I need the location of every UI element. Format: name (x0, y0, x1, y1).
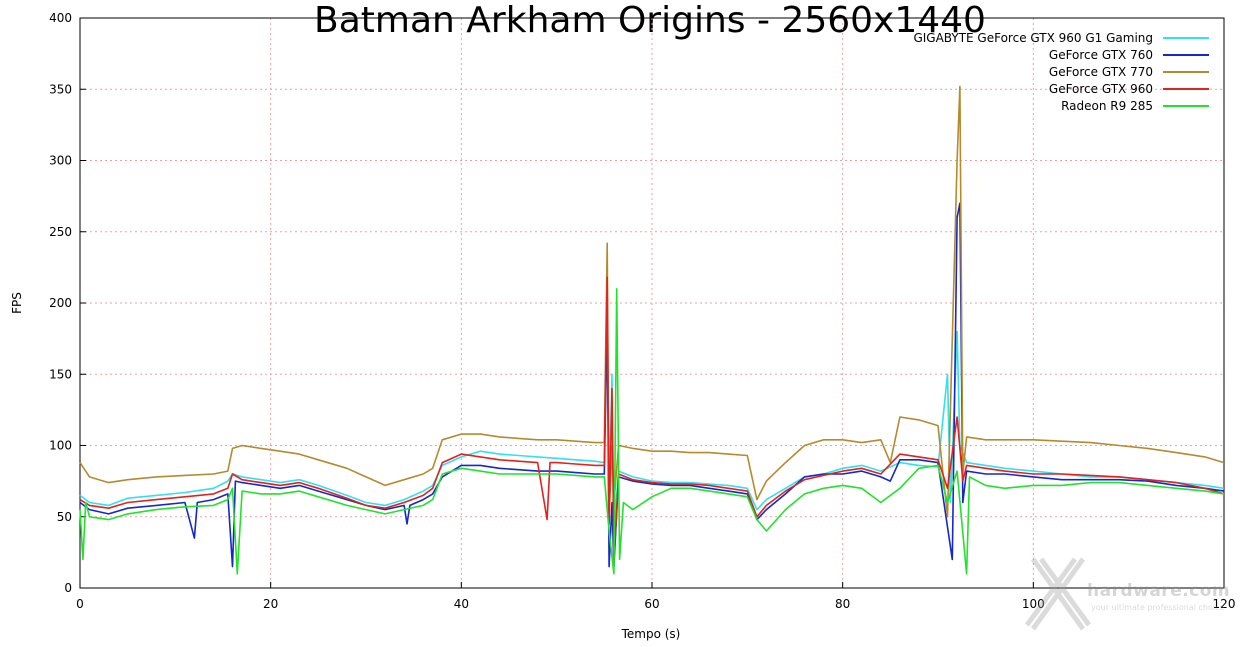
y-tick-label: 200 (49, 296, 72, 310)
legend-label: GIGABYTE GeForce GTX 960 G1 Gaming (913, 31, 1153, 45)
x-tick-label: 120 (1213, 597, 1236, 611)
x-axis-label: Tempo (s) (621, 627, 681, 641)
legend: GIGABYTE GeForce GTX 960 G1 Gaming GeForc… (913, 31, 1209, 113)
legend-label: GeForce GTX 960 (1049, 82, 1153, 96)
x-tick-label: 100 (1022, 597, 1045, 611)
watermark-text: hardware.com (1087, 581, 1231, 601)
y-tick-label: 300 (49, 154, 72, 168)
y-tick-label: 0 (64, 581, 72, 595)
x-tick-label: 0 (76, 597, 84, 611)
watermark-logo-icon (1024, 557, 1092, 631)
watermark-subtext: your ultimate professional choice (1091, 603, 1225, 612)
x-tick-label: 60 (644, 597, 659, 611)
legend-label: GeForce GTX 760 (1049, 48, 1153, 62)
chart-title: Batman Arkham Origins - 2560x1440 (314, 0, 986, 41)
axes: 0 20 40 60 80 100 120 0 50 100 150 200 250 300 350 400 (49, 11, 1235, 611)
series-line-1 (79, 302, 1225, 532)
y-tick-label: 150 (49, 367, 72, 381)
hwupgrade-watermark: hardware.com your ultimate professional … (1023, 549, 1233, 639)
y-tick-label: 100 (49, 439, 72, 453)
y-tick-label: 400 (49, 11, 72, 25)
y-tick-label: 350 (49, 82, 72, 96)
grid-lines (80, 18, 1224, 588)
series-lines (79, 85, 1225, 575)
y-tick-label: 50 (57, 510, 72, 524)
y-tick-label: 250 (49, 225, 72, 239)
y-axis-label: FPS (10, 292, 24, 314)
series-line-3 (79, 85, 1225, 518)
series-line-4 (79, 276, 1225, 564)
x-tick-label: 80 (835, 597, 850, 611)
legend-label: Radeon R9 285 (1061, 99, 1153, 113)
series-line-5 (79, 288, 1225, 575)
x-tick-label: 20 (263, 597, 278, 611)
legend-label: GeForce GTX 770 (1049, 65, 1153, 79)
series-line-2 (79, 202, 1225, 568)
x-tick-label: 40 (454, 597, 469, 611)
